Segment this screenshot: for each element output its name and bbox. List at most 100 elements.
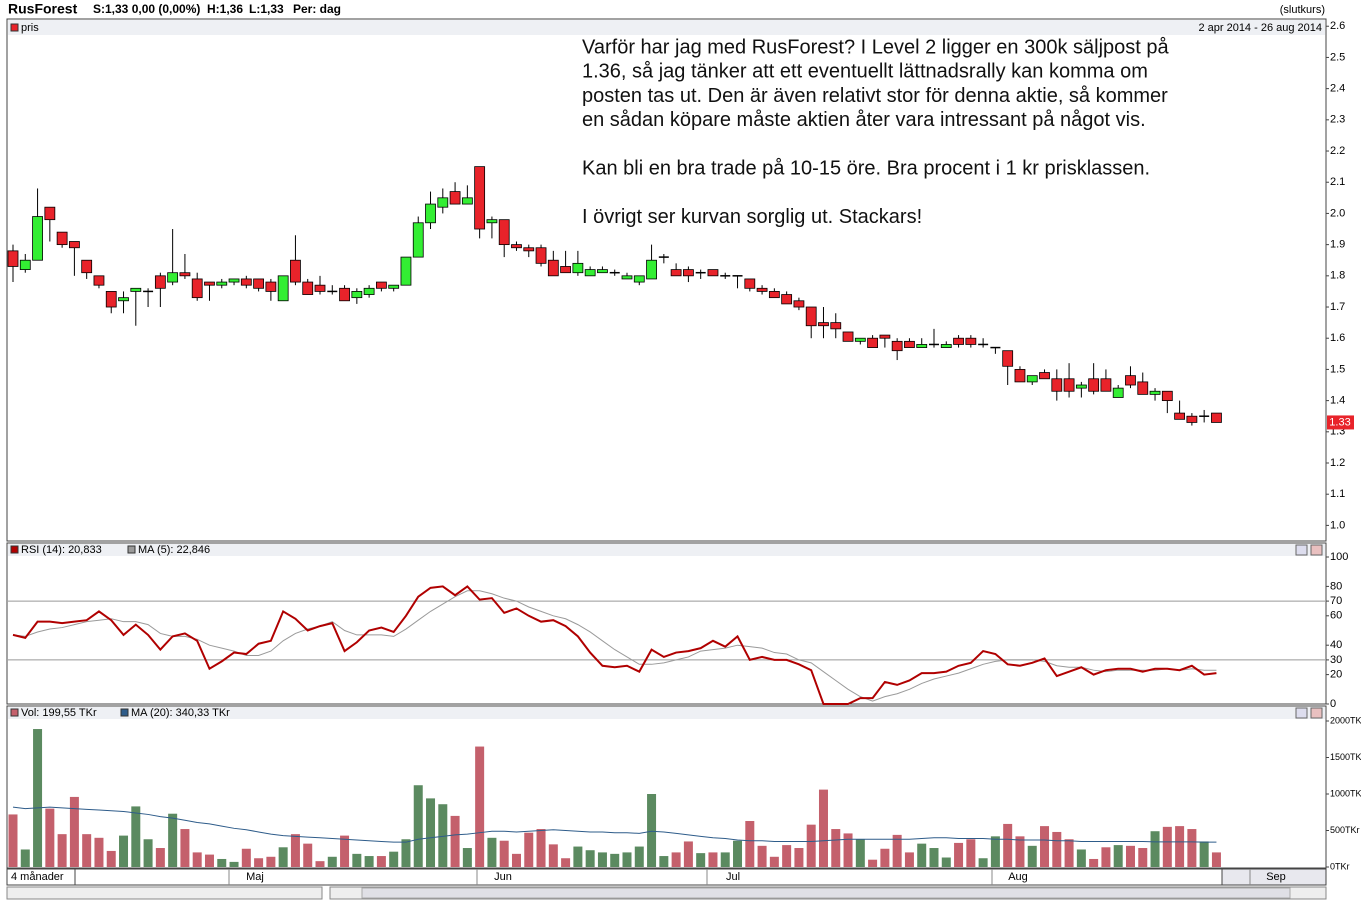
volume-bar — [45, 808, 55, 867]
volume-bar — [720, 852, 730, 867]
volume-bar — [917, 843, 927, 867]
candle-body — [130, 287, 142, 292]
volume-bar — [217, 858, 227, 867]
candle-body — [216, 281, 228, 286]
period-info: Per: dag — [293, 2, 341, 16]
volume-bar — [622, 852, 632, 867]
volume-bar — [904, 852, 914, 867]
volume-bar — [1211, 852, 1221, 867]
candle-body — [633, 275, 645, 283]
candle-body — [425, 203, 436, 224]
volume-bar — [69, 796, 79, 867]
candle-body — [105, 291, 117, 308]
volume-bar — [683, 841, 693, 867]
last-info: S:1,33 0,00 (0,00%) — [93, 2, 200, 16]
volume-bar — [20, 849, 30, 867]
candle-body — [486, 219, 498, 224]
close-button[interactable] — [1310, 544, 1323, 556]
y-tick-label: 2.6 — [1330, 20, 1345, 32]
volume-bar — [8, 814, 18, 867]
candle-body — [1137, 381, 1149, 395]
mode: (slutkurs) — [1280, 4, 1325, 16]
candle-body — [805, 306, 817, 327]
volume-bar — [831, 829, 841, 867]
legend-label: Vol: 199,55 TKr — [21, 707, 97, 719]
annotation-line: posten tas ut. Den är även relativt stor… — [582, 85, 1168, 107]
close-button[interactable] — [1310, 707, 1323, 719]
candle-body — [375, 281, 387, 289]
candle-body — [204, 281, 215, 286]
candle-body — [339, 287, 350, 302]
candle-body — [437, 197, 449, 208]
candle-body — [756, 287, 768, 292]
y-tick-label: 100 — [1330, 551, 1348, 563]
settings-button[interactable] — [1295, 707, 1308, 719]
range-box[interactable] — [6, 868, 76, 886]
volume-bar — [978, 858, 988, 867]
volume-bar — [561, 858, 571, 867]
candle-body — [179, 272, 191, 277]
candle-body — [842, 331, 854, 342]
y-tick-label: 1.0 — [1330, 519, 1345, 531]
candle-body — [253, 278, 265, 289]
volume-bar — [499, 840, 509, 867]
y-tick-label: 2.2 — [1330, 145, 1345, 157]
volume-bar — [597, 852, 607, 867]
candle-body — [302, 281, 314, 295]
candle-body — [830, 322, 842, 330]
volume-bar — [389, 851, 399, 867]
volume-bar — [954, 842, 964, 867]
y-tick-label: 2000TKr — [1330, 715, 1361, 725]
volume-bar — [57, 834, 67, 867]
y-tick-label: 20 — [1330, 669, 1342, 681]
volume-bar — [487, 837, 497, 867]
settings-button[interactable] — [1295, 544, 1308, 556]
last-price-box — [1327, 415, 1354, 430]
volume-bar — [1113, 845, 1123, 867]
candle-body — [400, 256, 412, 286]
candle-body — [781, 294, 793, 305]
candle-body — [867, 337, 878, 348]
price-panel — [6, 18, 1327, 542]
zoom-scrollbar[interactable] — [6, 886, 323, 900]
volume-bar — [659, 856, 669, 867]
last-price-label: 1.33 — [1329, 416, 1350, 428]
volume-bar — [671, 852, 681, 867]
candle-body — [1063, 378, 1075, 392]
date-range: 2 apr 2014 - 26 aug 2014 — [1198, 22, 1322, 34]
volume-bar — [634, 846, 644, 867]
volume-bar — [82, 834, 92, 867]
volume-bar — [241, 848, 251, 867]
candle-body — [768, 291, 780, 299]
candle-body — [965, 337, 977, 345]
candle-body — [597, 269, 608, 274]
candle-body — [277, 275, 289, 302]
volume-bar — [769, 856, 779, 867]
volume-bar — [745, 821, 755, 867]
scroll-thumb[interactable] — [361, 887, 1291, 899]
month-label: Maj — [246, 871, 264, 883]
annotation-line: Kan bli en bra trade på 10-15 öre. Bra p… — [582, 157, 1150, 179]
annotation-line: en sådan köpare måste aktien åter vara i… — [582, 109, 1146, 131]
candle-body — [32, 216, 43, 261]
y-tick-label: 30 — [1330, 654, 1342, 666]
rsi-legend-bar — [8, 544, 1325, 556]
candle-body — [683, 269, 694, 277]
candle-body — [1002, 350, 1014, 367]
candle-body — [412, 222, 424, 258]
volume-bar — [929, 848, 939, 867]
volume-bar — [647, 794, 657, 867]
y-tick-label: 60 — [1330, 610, 1342, 622]
volume-bar — [880, 848, 890, 867]
volume-bar — [119, 835, 129, 867]
candle-body — [363, 287, 375, 295]
candle-body — [572, 262, 584, 274]
candle-body — [940, 344, 952, 348]
candle-body — [388, 284, 400, 289]
candle-body — [1026, 375, 1038, 383]
y-tick-label: 2.0 — [1330, 207, 1345, 219]
volume-bar — [818, 789, 828, 867]
volume-bar — [438, 804, 448, 867]
